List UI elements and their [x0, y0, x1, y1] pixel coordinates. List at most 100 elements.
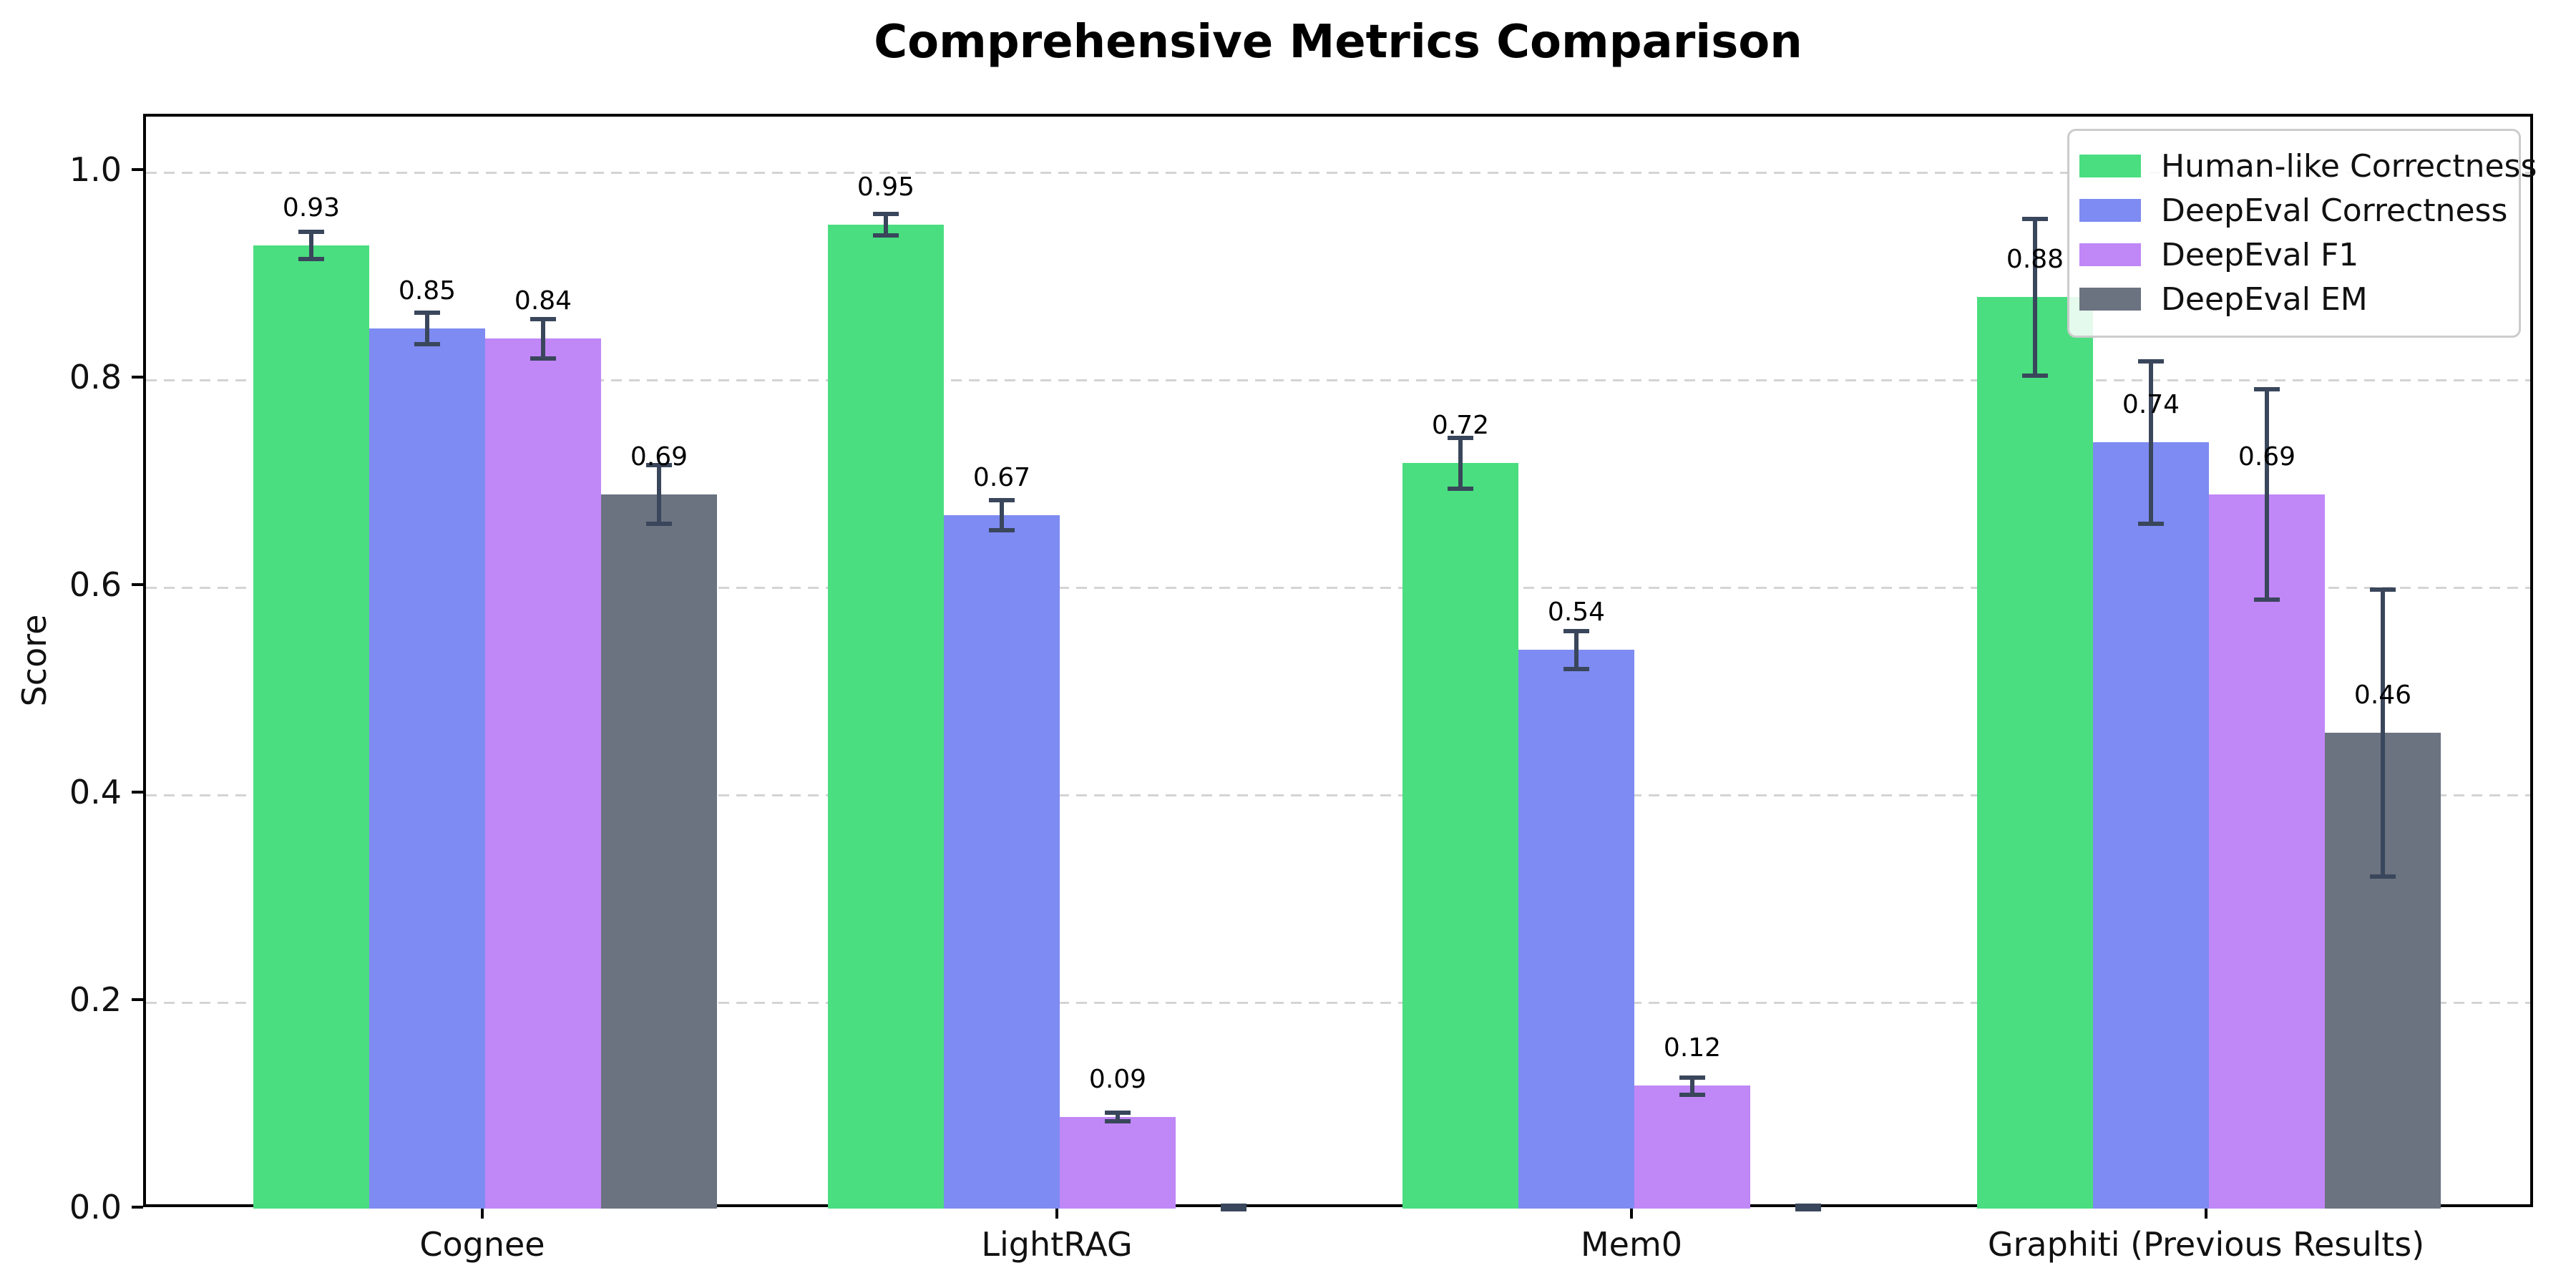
error-bar-cap [1448, 436, 1473, 441]
error-bar-cap [989, 527, 1015, 532]
y-tick-mark [132, 791, 143, 794]
error-bar-cap [2254, 387, 2280, 392]
error-bar-cap [873, 233, 899, 238]
legend-item-3: DeepEval F1 [2079, 233, 2502, 277]
error-bar-cap [1105, 1119, 1131, 1124]
error-bar-cap [414, 310, 440, 315]
y-tick-mark [132, 376, 143, 379]
bar [1060, 1116, 1176, 1209]
bar-value-label: 0.12 [1663, 1033, 1722, 1063]
legend-item-4: DeepEval EM [2079, 277, 2502, 321]
error-bar [2381, 587, 2385, 878]
bar [2093, 442, 2209, 1209]
x-tick-label-1: Cognee [419, 1225, 545, 1264]
error-bar-cap [1563, 667, 1589, 671]
bar-value-label: 0.69 [2238, 441, 2296, 472]
error-bar-cap [1105, 1110, 1131, 1115]
legend-label: DeepEval Correctness [2161, 192, 2508, 229]
legend: Human-like Correctness DeepEval Correctne… [2067, 129, 2537, 338]
error-bar [1690, 1075, 1694, 1096]
bar [1634, 1085, 1750, 1209]
y-tick-label: 0.6 [69, 565, 122, 604]
bar [1518, 650, 1634, 1209]
gridline-y-0.6 [146, 587, 2530, 589]
error-bar-cap [298, 257, 324, 262]
bar [1977, 297, 2093, 1209]
error-bar-cap [1795, 1206, 1821, 1211]
bar-value-label: 0.88 [2006, 245, 2064, 274]
error-bar [309, 229, 313, 261]
error-bar-cap [646, 522, 672, 526]
error-bar-cap [2138, 359, 2164, 364]
y-tick-label: 1.0 [69, 150, 122, 189]
bar-value-label: 0.84 [514, 286, 572, 316]
error-bar [2265, 387, 2269, 601]
bar [2209, 494, 2325, 1209]
error-bar [884, 212, 888, 237]
y-tick-mark [132, 998, 143, 1001]
error-bar [1116, 1110, 1120, 1123]
gridline-y-0.2 [146, 1002, 2530, 1004]
error-bar-cap [1221, 1204, 1246, 1208]
legend-label: DeepEval F1 [2161, 236, 2359, 273]
legend-label: Human-like Correctness [2161, 147, 2537, 185]
bar [369, 328, 485, 1209]
bar-value-label: 0.69 [630, 441, 688, 472]
error-bar-cap [530, 316, 556, 321]
bar-value-label: 0.93 [282, 192, 341, 223]
error-bar-cap [2370, 587, 2396, 592]
error-bar-cap [646, 463, 672, 467]
y-axis-label: Score [15, 614, 54, 707]
error-bar [2033, 217, 2037, 377]
legend-swatch-icon [2079, 288, 2141, 311]
error-bar-cap [1795, 1204, 1821, 1208]
y-tick-label: 0.8 [69, 358, 122, 396]
x-tick-label-3: Mem0 [1580, 1225, 1683, 1264]
error-bar-cap [989, 498, 1015, 503]
error-bar [1458, 436, 1463, 490]
y-tick-mark [132, 1206, 143, 1209]
bar [601, 494, 717, 1209]
error-bar [657, 463, 661, 525]
error-bar-cap [298, 229, 324, 234]
error-bar [541, 316, 545, 361]
bar [485, 338, 601, 1209]
y-tick-label: 0.0 [69, 1188, 122, 1226]
y-tick-label: 0.4 [69, 773, 122, 811]
error-bar-cap [2254, 597, 2280, 602]
legend-swatch-icon [2079, 155, 2141, 177]
error-bar-cap [2138, 522, 2164, 526]
y-tick-label: 0.2 [69, 980, 122, 1019]
bar-value-label: 0.74 [2122, 390, 2180, 419]
bar [253, 245, 369, 1209]
error-bar-cap [1679, 1092, 1705, 1097]
gridline-y-0.4 [146, 794, 2530, 796]
bar-value-label: 0.09 [1088, 1064, 1147, 1094]
error-bar-cap [2370, 874, 2396, 879]
bar [944, 514, 1060, 1209]
error-bar-cap [414, 342, 440, 347]
x-tick-label-2: LightRAG [981, 1225, 1133, 1264]
legend-item-2: DeepEval Correctness [2079, 188, 2507, 233]
y-tick-mark [132, 583, 143, 586]
bar-value-label: 0.85 [398, 275, 457, 306]
y-tick-mark [132, 168, 143, 171]
legend-item-1: Human-like Correctness [2079, 144, 2537, 188]
error-bar-cap [2022, 373, 2048, 378]
error-bar [2149, 359, 2153, 525]
bar [1402, 463, 1518, 1209]
x-tick-mark [1630, 1207, 1633, 1219]
error-bar-cap [1448, 486, 1473, 491]
x-tick-mark [1055, 1207, 1058, 1219]
gridline-y-0.8 [146, 379, 2530, 381]
error-bar-cap [530, 356, 556, 361]
error-bar-cap [1679, 1075, 1705, 1080]
chart-title: Comprehensive Metrics Comparison [874, 16, 1802, 69]
bar-value-label: 0.46 [2353, 680, 2412, 710]
bar-value-label: 0.54 [1547, 597, 1606, 627]
x-tick-label-4: Graphiti (Previous Results) [1987, 1225, 2425, 1264]
gridline-y-1.0 [146, 172, 2530, 174]
legend-label: DeepEval EM [2161, 280, 2368, 318]
x-tick-mark [481, 1207, 484, 1219]
